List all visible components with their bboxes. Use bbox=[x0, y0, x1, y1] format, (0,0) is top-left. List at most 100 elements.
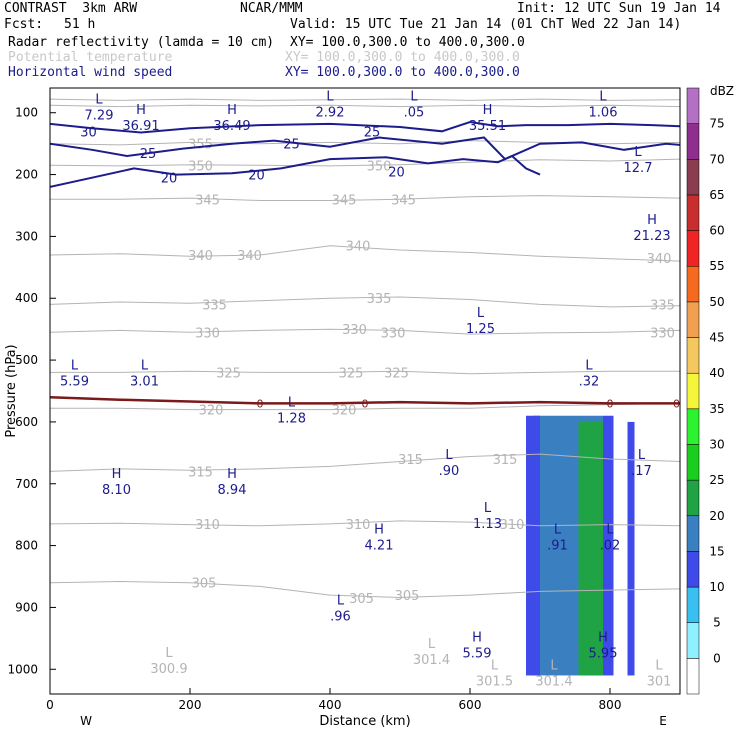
zero-line-label: 0 bbox=[362, 397, 369, 410]
theta-label: 305 bbox=[395, 589, 420, 604]
zero-line bbox=[50, 395, 680, 405]
colorbar-label: 65 bbox=[709, 188, 724, 202]
wind-extremum-type: L bbox=[634, 145, 642, 160]
theta-label: 330 bbox=[381, 326, 406, 341]
wind-extremum-value: 8.94 bbox=[218, 483, 247, 498]
wind-extremum-value: 5.59 bbox=[60, 375, 89, 390]
colorbar-swatch bbox=[686, 337, 700, 374]
theta-contour-335 bbox=[50, 296, 680, 308]
field-1-name: Radar reflectivity (lamda = 10 cm) bbox=[8, 35, 275, 50]
colorbar-swatch bbox=[686, 87, 700, 124]
wind-extremum-type: L bbox=[445, 448, 453, 463]
theta-contour-305 bbox=[50, 580, 680, 599]
wind-extremum-type: H bbox=[472, 631, 482, 646]
y-tick-label: 1000 bbox=[7, 662, 38, 676]
theta-extremum-value: 301 bbox=[647, 674, 672, 689]
wind-extremum-value: 8.10 bbox=[102, 483, 131, 498]
model-label: CONTRAST 3km ARW bbox=[4, 1, 138, 16]
theta-label: 345 bbox=[332, 193, 357, 208]
y-tick-label: 200 bbox=[15, 168, 38, 182]
colorbar-swatch bbox=[686, 444, 700, 481]
y-tick-label: 800 bbox=[15, 539, 38, 553]
colorbar-swatch bbox=[686, 194, 700, 231]
theta-label: 335 bbox=[202, 298, 227, 313]
reflectivity-layer bbox=[526, 415, 635, 676]
wind-label: 25 bbox=[283, 138, 300, 153]
wind-extremum-type: L bbox=[71, 359, 79, 374]
theta-label: 345 bbox=[391, 193, 416, 208]
theta-label: 315 bbox=[398, 453, 423, 468]
valid-label: Valid: 15 UTC Tue 21 Jan 14 (01 ChT Wed … bbox=[290, 17, 682, 32]
wind-extremum-type: H bbox=[227, 103, 237, 118]
reflectivity-band-4 bbox=[627, 421, 635, 676]
wind-extremum-value: 2.92 bbox=[316, 106, 345, 121]
theta-label: 340 bbox=[647, 252, 672, 267]
theta-contour-325 bbox=[50, 370, 680, 375]
wind-contour-30 bbox=[50, 120, 680, 134]
reflectivity-band-1 bbox=[578, 421, 603, 676]
colorbar-unit: dBZ bbox=[710, 84, 734, 98]
wind-extremum-value: 36.91 bbox=[122, 119, 159, 134]
theta-label: 350 bbox=[367, 159, 392, 174]
theta-label: 330 bbox=[342, 323, 367, 338]
theta-label: 320 bbox=[332, 404, 357, 419]
axis-ticks: 0 200 400 600 800100200300400500600700800900… bbox=[7, 106, 621, 712]
theta-label: 330 bbox=[650, 326, 675, 341]
wind-extremum-value: .02 bbox=[600, 538, 621, 553]
colorbar-swatch bbox=[686, 515, 700, 552]
wind-extremum-value: 3.01 bbox=[130, 375, 159, 390]
wind-extremum-value: 36.49 bbox=[213, 119, 250, 134]
x-axis-label: Distance (km) bbox=[319, 714, 410, 729]
y-tick-label: 900 bbox=[15, 600, 38, 614]
wind-label: 25 bbox=[140, 147, 157, 162]
theta-extremum-type: L bbox=[550, 658, 558, 673]
wind-extremum-type: H bbox=[647, 213, 657, 228]
colorbar-label: 20 bbox=[709, 509, 724, 523]
wind-extremum-value: .90 bbox=[439, 464, 460, 479]
colorbar-label: 55 bbox=[709, 259, 724, 273]
colorbar-label: 10 bbox=[709, 580, 724, 594]
theta-extremum-type: L bbox=[165, 646, 173, 661]
wind-extremum-value: 5.59 bbox=[463, 647, 492, 662]
theta-label: 315 bbox=[188, 465, 213, 480]
theta-extremum-type: L bbox=[491, 658, 499, 673]
theta-label: 325 bbox=[384, 366, 409, 381]
colorbar-label: 15 bbox=[709, 544, 724, 558]
theta-label: 335 bbox=[367, 292, 392, 307]
wind-extremum-type: H bbox=[483, 103, 493, 118]
theta-extremum-value: 301.4 bbox=[413, 653, 450, 668]
colorbar-label: 60 bbox=[709, 224, 724, 238]
wind-extremum-type: L bbox=[638, 448, 646, 463]
colorbar-label: 5 bbox=[713, 616, 721, 630]
wind-extremum-type: L bbox=[585, 359, 593, 374]
colorbar-label: 45 bbox=[709, 331, 724, 345]
wind-extremum-value: 4.21 bbox=[365, 538, 394, 553]
colorbar-swatch bbox=[686, 658, 700, 695]
center-label: NCAR/MMM bbox=[240, 1, 303, 16]
theta-contour-340 bbox=[50, 245, 680, 262]
theta-contour-345 bbox=[50, 195, 680, 201]
theta-label: 310 bbox=[500, 518, 525, 533]
colorbar-label: 40 bbox=[709, 366, 724, 380]
theta-contour-350 bbox=[50, 158, 680, 167]
wind-extremum-value: .96 bbox=[330, 610, 351, 625]
init-label: Init: 12 UTC Sun 19 Jan 14 bbox=[517, 1, 721, 16]
colorbar-label: 30 bbox=[709, 437, 724, 451]
x-tick-label: 200 bbox=[179, 698, 202, 712]
wind-extremum-value: 1.25 bbox=[466, 322, 495, 337]
wind-extremum-type: L bbox=[337, 594, 345, 609]
y-tick-label: 300 bbox=[15, 229, 38, 243]
y-tick-label: 600 bbox=[15, 415, 38, 429]
wind-extremum-type: H bbox=[112, 467, 122, 482]
x-tick-label: 800 bbox=[599, 698, 622, 712]
y-tick-label: 100 bbox=[15, 106, 38, 120]
zero-line-label: 0 bbox=[607, 397, 614, 410]
colorbar-swatch bbox=[686, 408, 700, 445]
colorbar-label: 75 bbox=[709, 117, 724, 131]
theta-contour-top2 bbox=[50, 104, 680, 108]
theta-label: 320 bbox=[199, 404, 224, 419]
wind-extremum-type: H bbox=[598, 631, 608, 646]
wind-extremum-value: 21.23 bbox=[633, 229, 670, 244]
zero-line-label: 0 bbox=[257, 397, 264, 410]
